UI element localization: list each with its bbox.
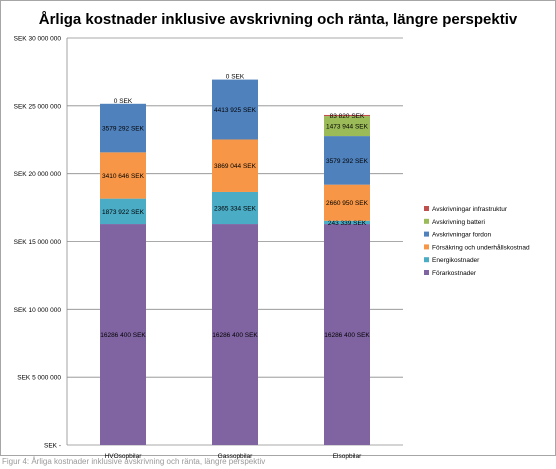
bar-segment	[212, 224, 258, 445]
data-label: 16286 400 SEK	[324, 332, 370, 339]
bar-segment	[100, 224, 146, 445]
legend-swatch	[424, 218, 429, 224]
bar-segment	[212, 79, 258, 140]
bar-segment	[100, 152, 146, 199]
y-tick-label: SEK 15 000 000	[14, 239, 62, 246]
chart-frame	[0, 0, 556, 456]
legend-entry: Avskrivningar infrastruktur	[432, 206, 508, 213]
y-tick-label: SEK 10 000 000	[14, 307, 62, 314]
x-tick-label: Gassopbilar	[218, 453, 254, 460]
data-label: 2660 950 SEK	[326, 200, 369, 207]
data-label: 83 820 SEK	[330, 113, 365, 120]
y-tick-label: SEK 5 000 000	[17, 375, 61, 382]
data-label: 3579 292 SEK	[326, 158, 369, 165]
data-label: 3410 646 SEK	[102, 173, 145, 180]
data-label: 16286 400 SEK	[100, 332, 146, 339]
legend-entry: Förarkostnader	[432, 270, 477, 277]
bar-segment	[324, 224, 370, 445]
figure-caption: Figur 4: Årliga kostnader inklusive avsk…	[2, 457, 266, 466]
legend-entry: Avskrivningar fordon	[432, 232, 492, 239]
legend-swatch	[424, 257, 429, 263]
data-label: 16286 400 SEK	[212, 332, 258, 339]
bar-segment	[212, 191, 258, 225]
chart-title: Årliga kostnader inklusive avskrivning o…	[38, 11, 518, 28]
bar-segment	[212, 139, 258, 192]
y-tick-label: SEK 20 000 000	[14, 171, 62, 178]
legend-entry: Försäkring och underhållskostnad	[432, 243, 530, 251]
y-tick-label: SEK 30 000 000	[14, 36, 62, 43]
x-tick-label: Elsopbilar	[333, 453, 362, 460]
y-tick-label: SEK -	[44, 443, 61, 450]
data-label: 243 339 SEK	[328, 220, 367, 227]
y-tick-label: SEK 25 000 000	[14, 103, 62, 110]
bar-segment	[324, 116, 370, 137]
bar-segment	[324, 114, 370, 117]
data-label: 2365 334 SEK	[214, 206, 257, 213]
bar-segment	[324, 220, 370, 225]
legend-entry: Avskrivning batteri	[432, 219, 485, 226]
bar-segment	[100, 198, 146, 225]
legend-swatch	[424, 206, 429, 211]
data-label: 0 SEK	[114, 98, 133, 105]
legend-entry: Energikostnader	[432, 257, 480, 264]
bar-segment	[324, 136, 370, 185]
legend-swatch	[424, 244, 429, 250]
legend-swatch	[424, 231, 429, 237]
data-label: 3869 044 SEK	[214, 163, 257, 170]
data-label: 4413 925 SEK	[214, 107, 257, 114]
x-tick-label: HVOsopbilar	[105, 453, 143, 460]
legend-swatch	[424, 270, 429, 275]
data-label: 3579 292 SEK	[102, 126, 145, 133]
data-label: 0 SEK	[226, 74, 245, 81]
data-label: 1873 922 SEK	[102, 209, 145, 216]
bar-segment	[100, 103, 146, 153]
data-label: 1473 944 SEK	[326, 124, 369, 131]
bar-segment	[324, 184, 370, 221]
